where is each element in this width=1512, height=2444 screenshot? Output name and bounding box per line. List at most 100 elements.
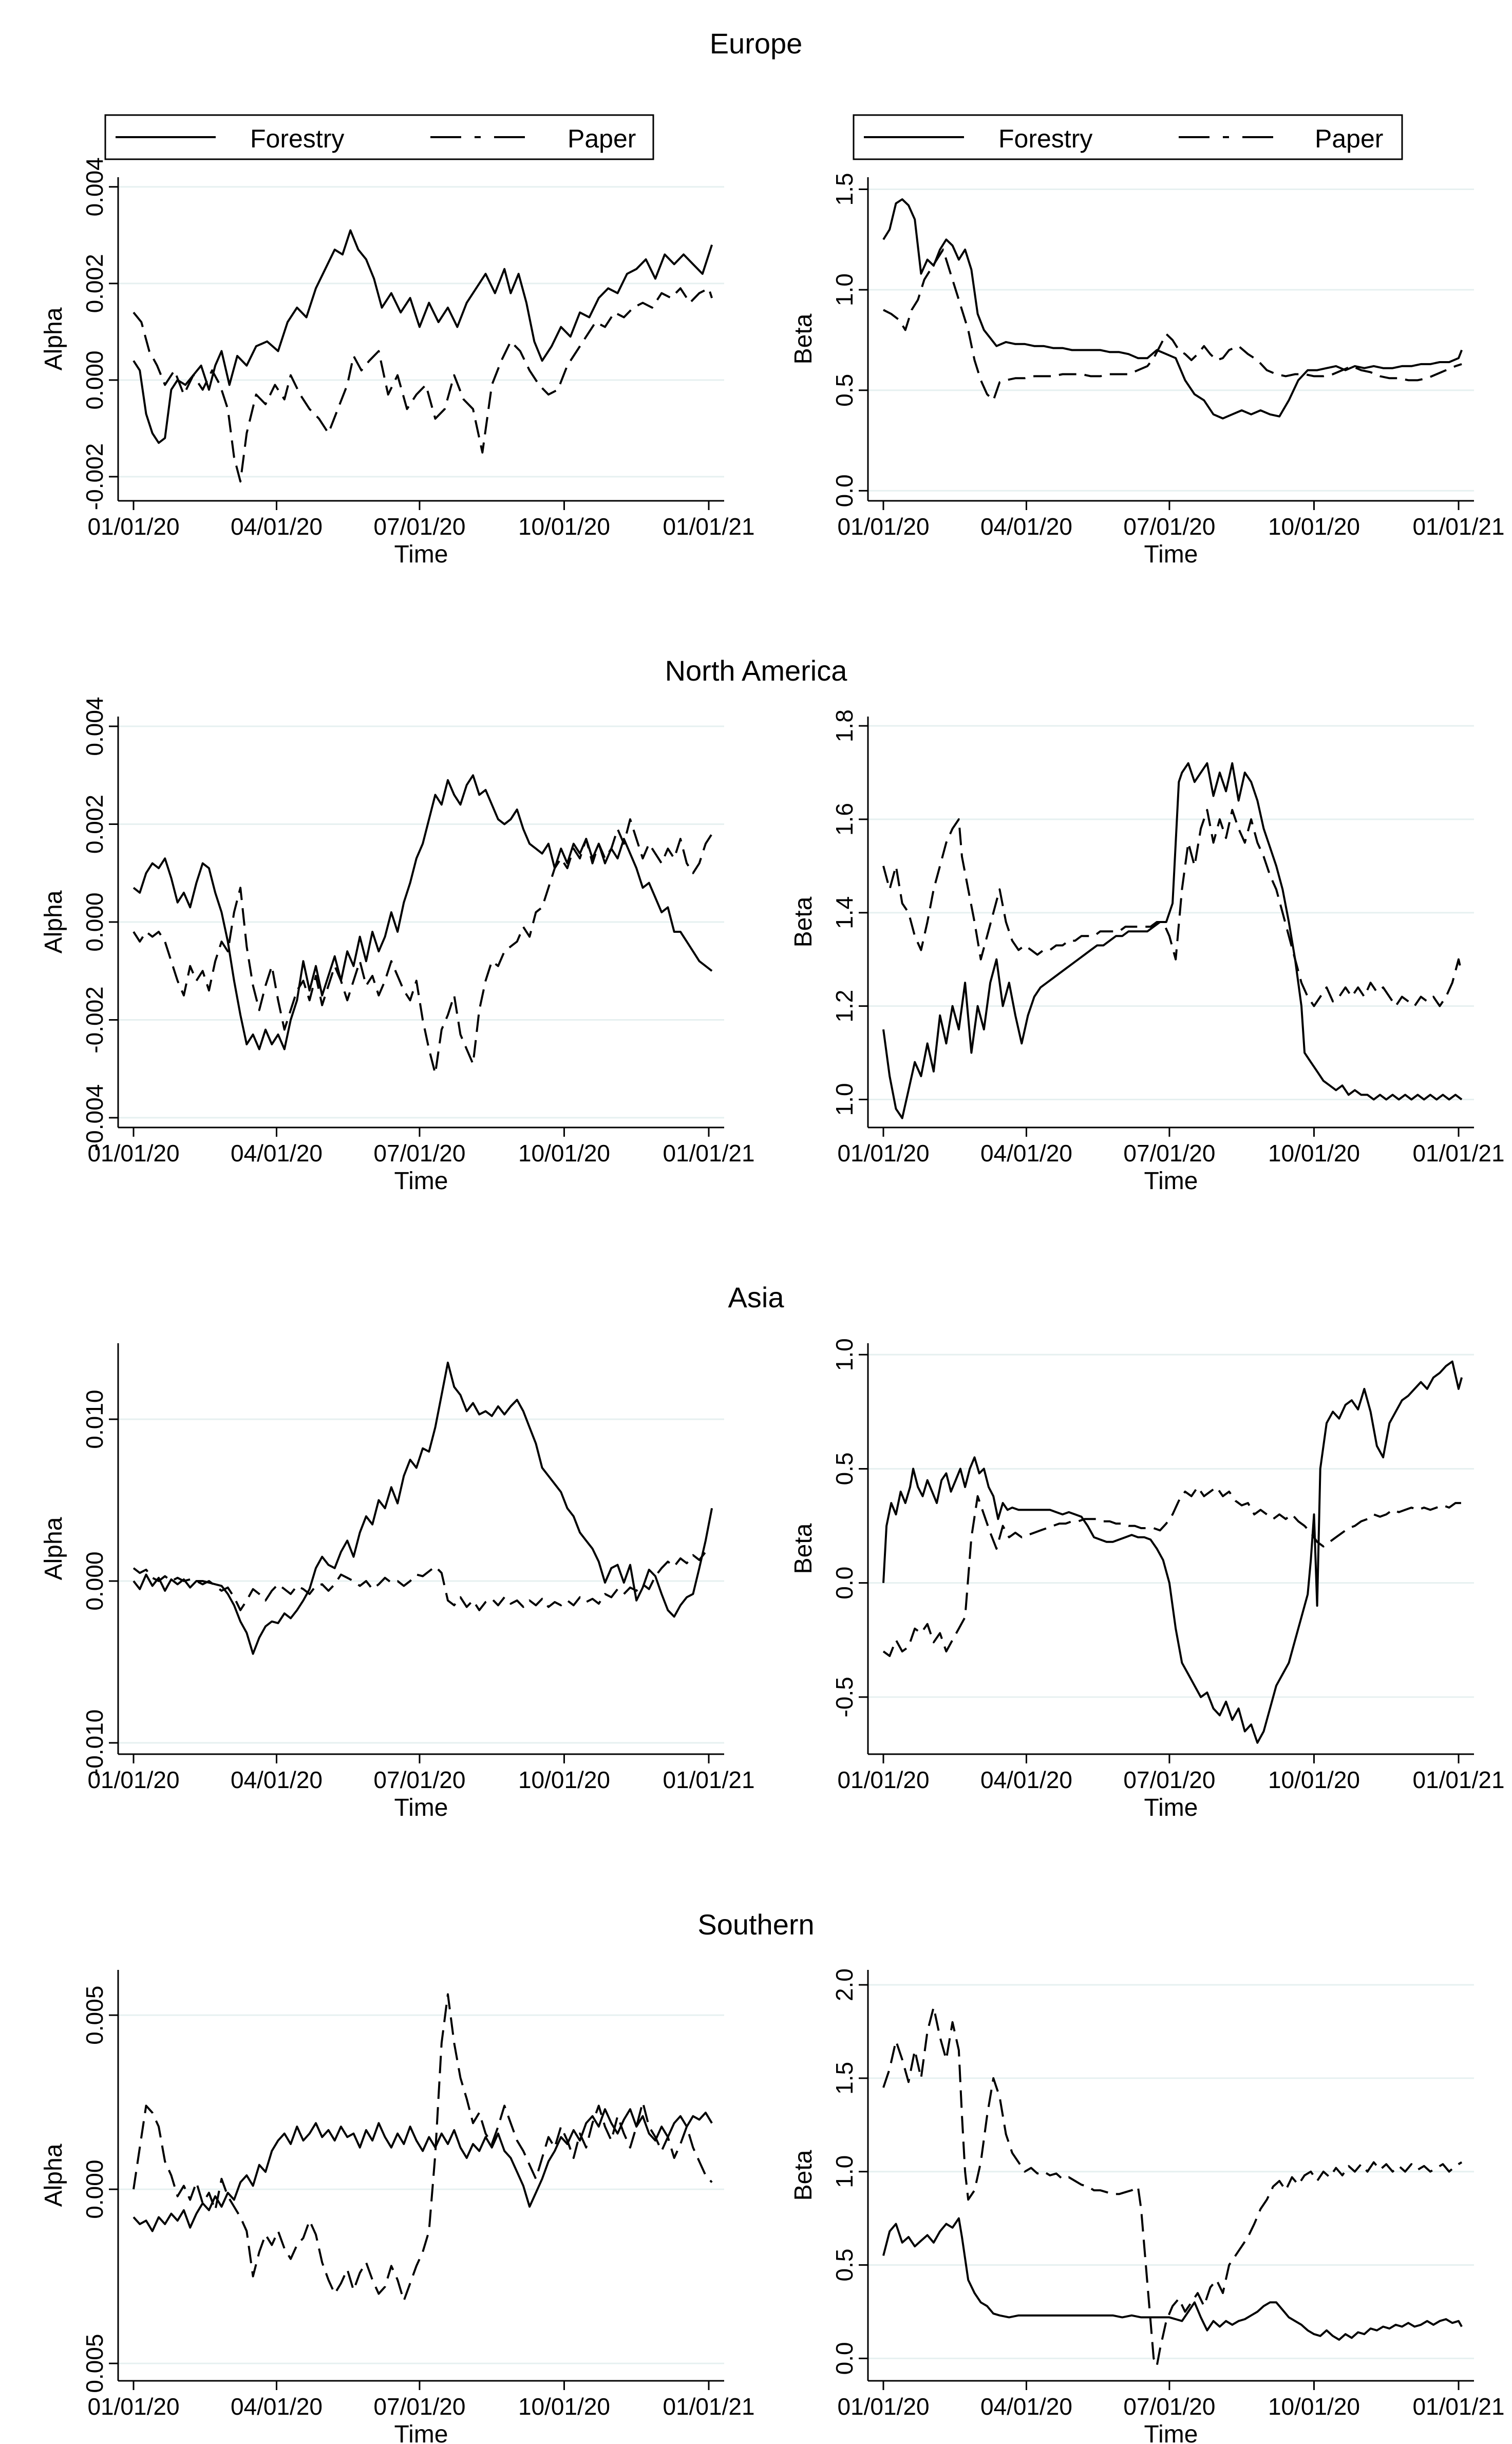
panel-europe-alpha-y-tick-label-0: -0.002 [81,443,108,510]
panel-north-america-alpha-x-tick-label-1: 04/01/20 [231,1140,323,1167]
group-title-asia: Asia [728,1281,785,1313]
panel-europe-alpha-x-tick-label-4: 01/01/21 [663,513,754,540]
panel-europe-alpha-y-tick-label-2: 0.002 [81,254,108,313]
panel-asia-beta-x-axis-title: Time [1144,1794,1198,1821]
panel-north-america-beta-y-tick-label-2: 1.4 [831,896,858,929]
panel-north-america-alpha-y-tick-label-4: 0.004 [81,697,108,756]
panel-europe-alpha-x-tick-label-1: 04/01/20 [231,513,323,540]
panel-europe-beta-y-tick-label-3: 1.5 [831,173,858,206]
panel-europe-beta-y-tick-label-2: 1.0 [831,273,858,306]
panel-asia-beta-y-tick-label-0: -0.5 [831,1677,858,1717]
panel-asia-alpha-y-tick-label-0: -0.010 [81,1709,108,1776]
panel-asia-alpha-x-tick-label-3: 10/01/20 [518,1766,610,1793]
panel-asia-beta-series-paper [882,1486,1462,1657]
panel-southern-alpha-y-axis-title: Alpha [40,2144,67,2207]
panel-asia-beta: -0.5 0.0 0.5 1.0 01/01/20 04/01/20 07/01/20 10/… [790,1338,1505,1821]
panel-southern-beta-y-tick-label-3: 1.5 [831,2062,858,2095]
panel-asia-beta-y-tick-label-3: 1.0 [831,1338,858,1371]
legend-left-paper-label: Paper [568,124,636,153]
panel-north-america-beta-series-paper [882,809,1463,1007]
panel-europe-alpha-y-tick-label-3: 0.004 [81,157,108,216]
panel-asia-beta-y-axis-title: Beta [790,1523,817,1574]
panel-europe-alpha-x-tick-label-0: 01/01/20 [87,513,179,540]
panel-southern-beta-x-tick-label-4: 01/01/21 [1412,2393,1504,2420]
panel-europe-beta-x-tick-label-3: 10/01/20 [1268,513,1360,540]
panel-europe-alpha-y-axis-title: Alpha [40,307,67,370]
panel-north-america-alpha-series-paper [133,818,713,1075]
panel-southern-beta-x-axis-title: Time [1144,2421,1198,2444]
panel-europe-beta-x-tick-label-4: 01/01/21 [1412,513,1504,540]
panel-asia-alpha-x-tick-label-0: 01/01/20 [87,1766,179,1793]
panel-southern-alpha-x-tick-label-2: 07/01/20 [373,2393,465,2420]
panel-southern-beta-y-tick-label-2: 1.0 [831,2155,858,2188]
panel-north-america-alpha-series-forestry [133,774,713,1050]
panel-southern-alpha-y-tick-label-1: 0.000 [81,2160,108,2219]
panel-europe-beta-x-axis-title: Time [1144,541,1198,568]
panel-asia-alpha-x-tick-label-4: 01/01/21 [663,1766,754,1793]
panel-southern-beta-y-axis-title: Beta [790,2150,817,2201]
panel-southern-beta-y-tick-label-0: 0.0 [831,2342,858,2375]
panel-asia-beta-y-tick-label-1: 0.0 [831,1567,858,1600]
panel-europe-beta-y-tick-label-1: 0.5 [831,374,858,407]
panel-europe-alpha-x-tick-label-2: 07/01/20 [373,513,465,540]
panel-north-america-beta-y-tick-label-3: 1.6 [831,803,858,836]
panel-southern-beta-y-tick-label-4: 2.0 [831,1968,858,2001]
group-title-europe: Europe [710,27,803,60]
panel-asia-alpha-y-axis-title: Alpha [40,1517,67,1580]
panel-southern-alpha-x-tick-label-4: 01/01/21 [663,2393,754,2420]
panel-europe-alpha: -0.002 0.000 0.002 0.004 01/01/20 04/01/20 07/… [40,157,755,568]
panel-asia-alpha-x-axis-title: Time [394,1794,448,1821]
panel-europe-alpha-series-forestry [133,229,713,444]
panel-north-america-alpha-y-tick-label-3: 0.002 [81,795,108,854]
panel-north-america-beta: 1.0 1.2 1.4 1.6 1.8 01/01/20 04/01/20 07/01/20 1… [790,709,1505,1195]
legend-right: Forestry Paper [853,114,1403,160]
panel-north-america-beta-x-axis-title: Time [1144,1168,1198,1195]
panel-southern-alpha-y-tick-label-0: 0.005 [81,2334,108,2393]
panel-north-america-beta-y-tick-label-4: 1.8 [831,709,858,742]
legend-left-box [104,114,654,160]
panel-europe-beta-y-tick-label-0: 0.0 [831,474,858,507]
group-title-southern: Southern [697,1908,814,1941]
panel-europe-alpha-x-tick-label-3: 10/01/20 [518,513,610,540]
panel-europe-beta-y-axis-title: Beta [790,313,817,364]
panel-southern-beta: 0.0 0.5 1.0 1.5 2.0 01/01/20 04/01/20 07/01/20 1… [790,1968,1505,2444]
panel-north-america-beta-x-tick-label-4: 01/01/21 [1412,1140,1504,1167]
panel-north-america-alpha-x-tick-label-0: 01/01/20 [87,1140,179,1167]
panel-southern-alpha-x-tick-label-0: 01/01/20 [87,2393,179,2420]
panel-north-america-alpha-y-axis-title: Alpha [40,890,67,953]
panel-north-america-alpha-y-tick-label-0: -0.004 [81,1084,108,1151]
legend-left: Forestry Paper [104,114,654,160]
panel-europe-beta: 0.0 0.5 1.0 1.5 01/01/20 04/01/20 07/01/20 10/0… [790,173,1505,568]
panel-north-america-alpha-y-tick-label-1: -0.002 [81,986,108,1053]
panel-southern-beta-x-tick-label-0: 01/01/20 [837,2393,929,2420]
panel-southern-alpha-x-tick-label-1: 04/01/20 [231,2393,323,2420]
panel-north-america-alpha-x-tick-label-3: 10/01/20 [518,1140,610,1167]
panel-europe-alpha-y-tick-label-1: 0.000 [81,350,108,409]
panel-asia-beta-x-tick-label-4: 01/01/21 [1412,1766,1504,1793]
legend-right-box [853,114,1403,160]
panel-asia-alpha-y-tick-label-2: 0.010 [81,1389,108,1449]
panel-asia-alpha-series-forestry [133,1361,713,1655]
panel-southern-alpha-series-paper [133,1993,713,2302]
panel-north-america-beta-x-tick-label-3: 10/01/20 [1268,1140,1360,1167]
panel-europe-beta-series-paper [883,248,1462,402]
panel-asia-beta-x-tick-label-3: 10/01/20 [1268,1766,1360,1793]
panel-asia-beta-x-tick-label-2: 07/01/20 [1123,1766,1215,1793]
panel-north-america-alpha: -0.004 -0.002 0.000 0.002 0.004 01/01/20 04/01… [40,697,755,1195]
panel-europe-beta-x-tick-label-2: 07/01/20 [1123,513,1215,540]
panel-southern-alpha-y-tick-label-2: 0.005 [81,1986,108,2045]
panel-southern-beta-y-tick-label-1: 0.5 [831,2249,858,2282]
group-title-north-america: North America [665,654,848,687]
panel-asia-beta-x-tick-label-1: 04/01/20 [980,1766,1072,1793]
panel-southern-alpha-x-axis-title: Time [394,2421,448,2444]
panel-europe-beta-series-forestry [882,198,1463,420]
panel-asia-alpha: -0.010 0.000 0.010 01/01/20 04/01/20 07/01/20… [40,1343,755,1821]
panel-north-america-beta-x-tick-label-0: 01/01/20 [837,1140,929,1167]
panel-asia-alpha-x-tick-label-2: 07/01/20 [373,1766,465,1793]
legend-left-forestry-label: Forestry [250,124,344,153]
panel-north-america-beta-x-tick-label-1: 04/01/20 [980,1140,1072,1167]
panel-asia-alpha-y-tick-label-1: 0.000 [81,1551,108,1610]
panel-asia-alpha-x-tick-label-1: 04/01/20 [231,1766,323,1793]
